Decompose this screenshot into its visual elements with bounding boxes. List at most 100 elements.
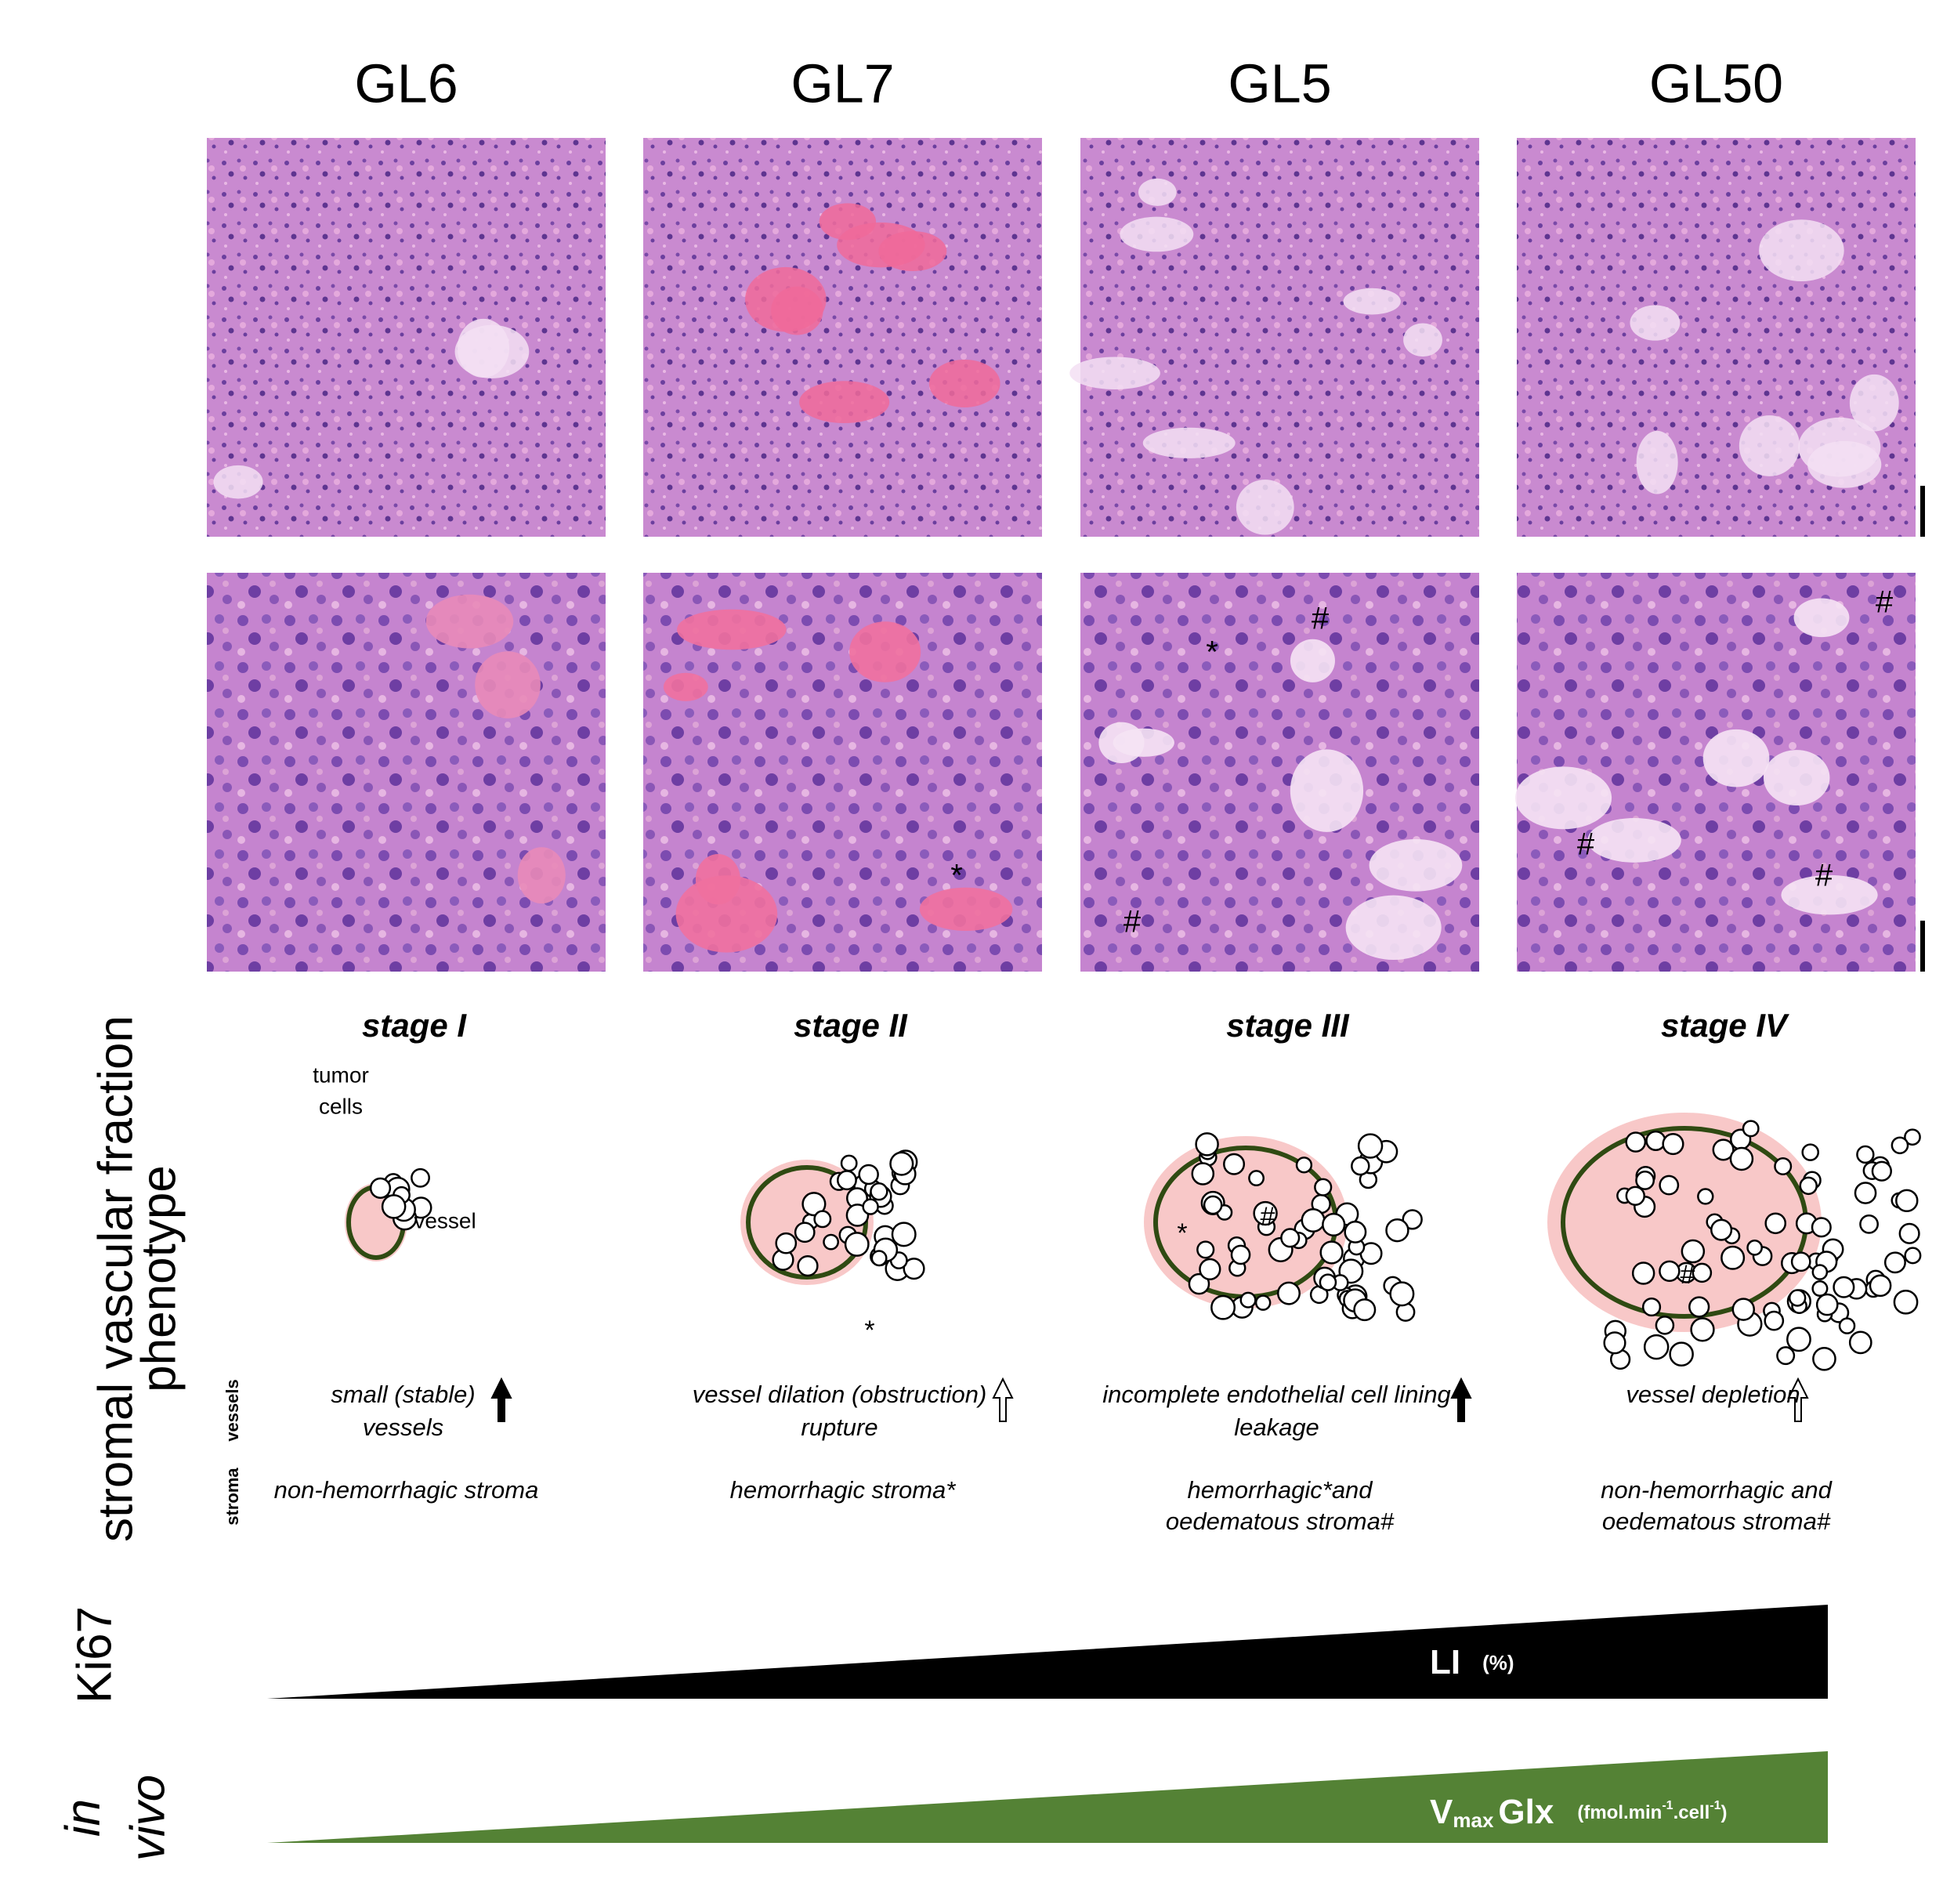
image-feature [799, 381, 890, 424]
sketch-cell [1799, 1176, 1818, 1196]
glx-gradient [267, 1751, 1828, 1843]
sketch-cell [840, 1154, 858, 1172]
gradient-label: Vmax Glx (fmol.min-1.cell-1) [1430, 1793, 1728, 1832]
vessel-description: rupture [801, 1414, 877, 1441]
sketch-cell [1402, 1209, 1423, 1230]
sketch-cell [1776, 1346, 1796, 1366]
image-marker: * [950, 859, 963, 893]
image-feature [849, 621, 921, 682]
sketch-marker: # [1261, 1202, 1275, 1232]
sketch-cell [1301, 1207, 1326, 1233]
sketch-marker: * [1177, 1218, 1187, 1248]
stroma-description: oedematous stroma# [1166, 1508, 1395, 1535]
image-marker: # [1876, 585, 1894, 620]
sketch-cell [1848, 1330, 1872, 1355]
image-feature [1515, 766, 1612, 830]
image-feature [475, 651, 541, 719]
column-header: GL5 [1228, 52, 1331, 114]
sketch-cell [1253, 1200, 1278, 1226]
image-feature [454, 324, 530, 378]
sketch-cell [1731, 1298, 1756, 1321]
sketch-cell [1681, 1239, 1706, 1264]
stage-label: stage II [794, 1007, 908, 1044]
stroma-description: hemorrhagic stroma* [730, 1476, 957, 1504]
sketch-cell [1641, 1297, 1662, 1317]
sketch-cell [1811, 1217, 1832, 1238]
image-feature [745, 266, 827, 332]
histology-image [643, 138, 1042, 537]
sketch-cell [1319, 1240, 1344, 1265]
sketch-cell [870, 1250, 888, 1267]
arrow-symbol [992, 1377, 1014, 1422]
sketch-cell [813, 1210, 832, 1229]
image-feature [1236, 480, 1294, 535]
sketch-cell [1871, 1160, 1892, 1182]
sketch-cell [794, 1222, 816, 1243]
sketch-cell [1801, 1143, 1819, 1161]
sketch-label: cells [319, 1094, 363, 1118]
side-label: stroma [223, 1468, 242, 1526]
image-feature [1781, 874, 1878, 915]
vessel-description: vessel depletion [1626, 1381, 1800, 1408]
scale-bar [1920, 486, 1925, 537]
sketch-cell [1254, 1294, 1272, 1311]
side-label: phenotype [132, 1165, 186, 1392]
image-feature [878, 230, 947, 272]
image-feature [1849, 374, 1899, 432]
image-feature [1098, 722, 1145, 763]
sketch-cell [1385, 1218, 1409, 1243]
image-feature [1343, 288, 1401, 315]
sketch-cell [837, 1170, 857, 1191]
image-feature [213, 465, 263, 499]
sketch-cell [1688, 1296, 1710, 1318]
stroma-description: non-hemorrhagic and [1601, 1476, 1833, 1504]
sketch-cell [1893, 1289, 1919, 1315]
sketch-cell [903, 1258, 925, 1280]
sketch-cell [1210, 1294, 1236, 1320]
stage-label: stage I [362, 1007, 467, 1044]
image-feature [1630, 305, 1681, 341]
sketch-cell [1188, 1272, 1210, 1295]
sketch-marker: * [864, 1316, 874, 1345]
sketch-cell [1690, 1317, 1715, 1342]
vessel-description: leakage [1234, 1414, 1319, 1441]
sketch-cell [1314, 1178, 1333, 1196]
sketch-cell [1720, 1245, 1746, 1270]
image-feature [928, 359, 1000, 407]
sketch-cell [1788, 1289, 1807, 1307]
sketch-cell [411, 1167, 430, 1188]
arrow-symbol [490, 1377, 512, 1422]
sketch-cell [797, 1254, 819, 1277]
sketch-cell [1790, 1251, 1811, 1272]
sketch-cell [1692, 1262, 1713, 1283]
sketch-cell [1786, 1327, 1811, 1352]
sketch-cell [1276, 1281, 1301, 1305]
image-feature [1793, 598, 1850, 638]
image-feature [1290, 749, 1364, 832]
sketch-cell [1389, 1281, 1415, 1307]
sketch-cell [1710, 1218, 1733, 1241]
scale-bar [1920, 921, 1925, 972]
image-feature [1739, 415, 1800, 476]
sketch-cell [858, 1164, 879, 1185]
sketch-cell [1239, 1291, 1257, 1309]
sketch-cell [1697, 1188, 1714, 1205]
sketch-cell [1746, 1240, 1763, 1256]
histology-image [207, 138, 606, 537]
sketch-cell [889, 1151, 914, 1176]
sketch-cell [1774, 1157, 1793, 1175]
sketch-cell [1351, 1156, 1370, 1176]
sketch-cell [1199, 1258, 1221, 1280]
sketch-cell [1764, 1310, 1785, 1331]
sketch-cell [1895, 1189, 1919, 1213]
sketch-cell [1625, 1131, 1647, 1153]
sketch-cell [1643, 1334, 1670, 1360]
sketch-cell [1344, 1220, 1367, 1243]
sketch-cell [1319, 1273, 1337, 1291]
sketch-cell [845, 1204, 870, 1227]
gradient-label: LI (%) [1430, 1643, 1514, 1681]
image-feature [1069, 357, 1160, 389]
sketch-cell [1603, 1331, 1626, 1355]
side-label: in [56, 1799, 110, 1837]
